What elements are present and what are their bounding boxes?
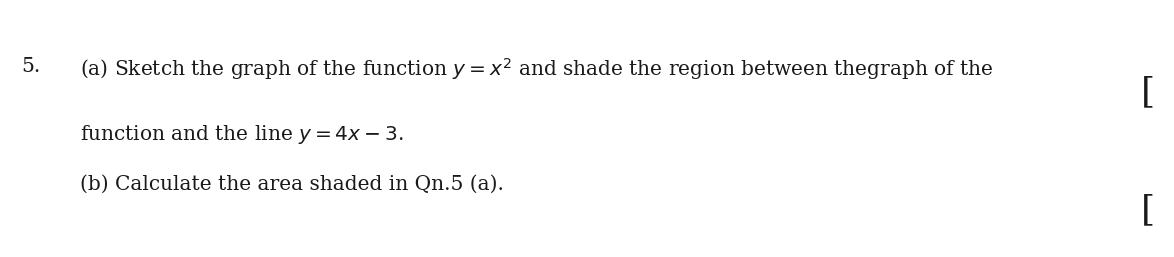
Text: (b) Calculate the area shaded in Qn.5 (a).: (b) Calculate the area shaded in Qn.5 (a…: [80, 175, 504, 194]
Text: [: [: [1141, 76, 1155, 109]
Text: function and the line $y = 4x - 3$.: function and the line $y = 4x - 3$.: [80, 123, 404, 146]
Text: 5.: 5.: [21, 57, 40, 76]
Text: [: [: [1141, 194, 1155, 228]
Text: (a) Sketch the graph of the function $y = x^2$ and shade the region between theg: (a) Sketch the graph of the function $y …: [80, 57, 993, 82]
